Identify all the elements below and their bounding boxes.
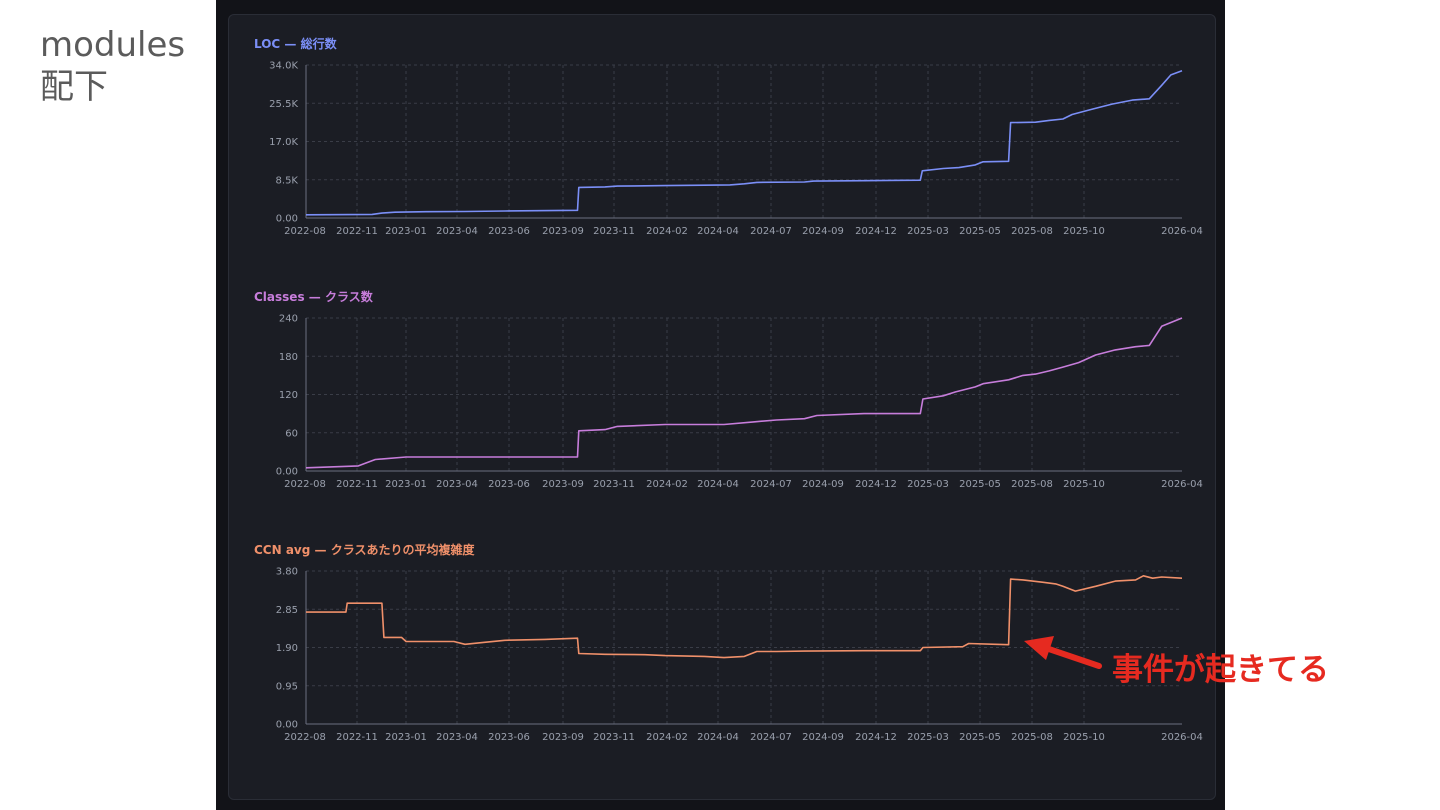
ccn-x-tick-label: 2024-02 [646,732,688,743]
loc-x-tick-label: 2023-11 [593,226,635,237]
classes-x-tick-label: 2025-03 [907,479,949,490]
ccn-y-tick-label: 3.80 [276,567,298,578]
ccn-x-tick-label: 2022-08 [284,732,326,743]
loc-chart: 0.00 8.5K 17.0K 25.5K 34.0K 2022-08 2022-11 202… [269,61,1203,238]
slide-title: modules 配下 [40,24,185,108]
ccn-x-tick-label: 2025-10 [1063,732,1105,743]
ccn-series-line [306,574,1183,659]
classes-y-tick-label: 240 [279,314,298,325]
ccn-x-tick-label: 2024-04 [697,732,739,743]
ccn-x-tick-label: 2025-08 [1011,732,1053,743]
slide-title-line2: 配下 [40,67,108,107]
classes-x-tick-label: 2026-04 [1161,479,1203,490]
classes-chart-title: Classes — クラス数 [254,290,373,304]
loc-x-tick-label: 2023-04 [436,226,478,237]
loc-series-line [305,70,1183,216]
loc-x-tick-label: 2024-12 [855,226,897,237]
ccn-y-tick-label: 1.90 [276,643,298,654]
loc-x-tick-label: 2022-08 [284,226,326,237]
loc-x-tick-label: 2023-01 [385,226,427,237]
classes-x-tick-label: 2025-08 [1011,479,1053,490]
loc-x-tick-label: 2024-07 [750,226,792,237]
loc-y-tick-label: 17.0K [269,137,298,148]
loc-chart-title: LOC — 総行数 [254,37,337,51]
loc-x-tick-label: 2025-10 [1063,226,1105,237]
classes-y-tick-label: 180 [279,352,298,363]
classes-x-tick-label: 2022-11 [336,479,378,490]
ccn-x-tick-label: 2023-11 [593,732,635,743]
classes-series-line [305,317,1183,469]
ccn-chart-title: CCN avg — クラスあたりの平均複雑度 [254,543,475,557]
loc-x-tick-label: 2026-04 [1161,226,1203,237]
classes-x-tick-label: 2023-09 [542,479,584,490]
slide-title-line1: modules [40,25,186,65]
ccn-x-tick-label: 2026-04 [1161,732,1203,743]
ccn-x-tick-label: 2023-01 [385,732,427,743]
classes-y-tick-label: 120 [279,390,298,401]
loc-y-tick-label: 25.5K [269,99,298,110]
classes-x-tick-label: 2024-12 [855,479,897,490]
classes-x-tick-label: 2023-06 [488,479,530,490]
ccn-chart: 0.00 0.95 1.90 2.85 3.80 2022-08 2022-11 2023-0… [276,567,1203,744]
loc-x-tick-label: 2025-05 [959,226,1001,237]
loc-x-tick-label: 2022-11 [336,226,378,237]
loc-x-tick-label: 2025-08 [1011,226,1053,237]
ccn-x-tick-label: 2023-06 [488,732,530,743]
loc-y-tick-label: 34.0K [269,61,298,72]
classes-x-tick-label: 2023-04 [436,479,478,490]
ccn-x-tick-label: 2023-04 [436,732,478,743]
ccn-x-tick-label: 2024-12 [855,732,897,743]
classes-y-tick-label: 60 [285,428,298,439]
ccn-x-tick-label: 2025-05 [959,732,1001,743]
classes-x-tick-label: 2024-04 [697,479,739,490]
metrics-card: LOC — 総行数 0.00 8.5K 17.0K 25.5K 34.0K 2022-08… [228,14,1216,800]
ccn-x-tick-label: 2024-07 [750,732,792,743]
classes-x-tick-label: 2025-05 [959,479,1001,490]
ccn-x-tick-label: 2025-03 [907,732,949,743]
ccn-x-tick-label: 2024-09 [802,732,844,743]
classes-x-tick-label: 2022-08 [284,479,326,490]
ccn-y-tick-label: 0.00 [276,720,298,731]
annotation-label: 事件が起きてる [1112,652,1329,688]
loc-y-tick-label: 8.5K [276,175,299,186]
loc-x-tick-label: 2025-03 [907,226,949,237]
classes-chart: 0.00 60 120 180 240 2022-08 2022-11 2023-01 2023… [276,314,1203,491]
ccn-x-tick-label: 2022-11 [336,732,378,743]
loc-x-tick-label: 2024-04 [697,226,739,237]
ccn-x-tick-label: 2023-09 [542,732,584,743]
ccn-y-tick-label: 2.85 [276,605,298,616]
classes-x-tick-label: 2024-02 [646,479,688,490]
classes-y-tick-label: 0.00 [276,467,298,478]
classes-x-tick-label: 2024-07 [750,479,792,490]
loc-x-tick-label: 2024-02 [646,226,688,237]
classes-x-tick-label: 2023-01 [385,479,427,490]
ccn-y-tick-label: 0.95 [276,681,298,692]
loc-x-tick-label: 2024-09 [802,226,844,237]
classes-x-tick-label: 2025-10 [1063,479,1105,490]
loc-y-tick-label: 0.00 [276,214,298,225]
classes-x-tick-label: 2024-09 [802,479,844,490]
loc-x-tick-label: 2023-09 [542,226,584,237]
loc-x-tick-label: 2023-06 [488,226,530,237]
classes-x-tick-label: 2023-11 [593,479,635,490]
